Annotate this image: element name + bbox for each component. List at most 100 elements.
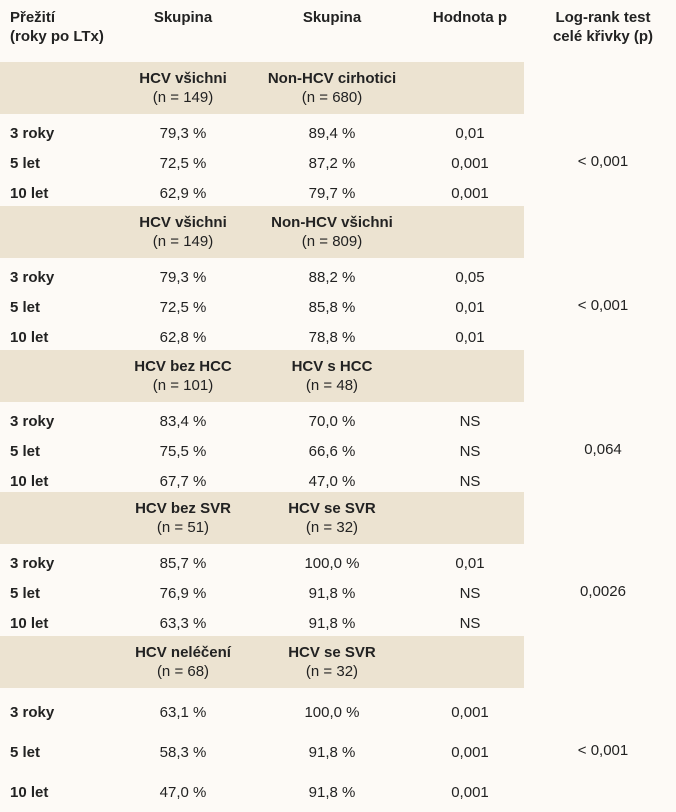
group-1-value: 62,9 % — [159, 184, 207, 202]
table-row: 10 let 62,9 % 79,7 % 0,001 — [0, 178, 676, 208]
table-row: 10 let 47,0 % 91,8 % 0,001 — [0, 772, 676, 812]
logrank-value: < 0,001 — [577, 297, 629, 314]
group-1-name: HCV neléčení — [135, 644, 231, 661]
p-value: NS — [459, 412, 481, 430]
p-value: NS — [459, 584, 481, 602]
group-1-count: (n = 149) — [152, 233, 214, 250]
p-value: 0,05 — [455, 268, 485, 286]
p-value: NS — [459, 472, 481, 490]
group-1-name: HCV bez HCC — [134, 358, 232, 375]
group-2-count: (n = 32) — [305, 663, 359, 680]
table-row: 3 roky 83,4 % 70,0 % NS — [0, 406, 676, 436]
group-1-value: 75,5 % — [159, 442, 207, 460]
p-value: 0,001 — [451, 743, 489, 761]
group-1-count: (n = 149) — [152, 89, 214, 106]
header-logrank: Log-rank test celé křivky (p) — [530, 8, 676, 62]
group-1-count: (n = 68) — [156, 663, 210, 680]
p-value: 0,01 — [455, 298, 485, 316]
table-row: 5 let 72,5 % 87,2 % 0,001 — [0, 148, 676, 178]
group-2-value: 91,8 % — [308, 743, 356, 761]
group-1-value: 47,0 % — [159, 783, 207, 801]
header-survival-line2: (roky po LTx) — [10, 28, 104, 45]
group-1-name: HCV všichni — [139, 214, 227, 231]
group-2-value: 70,0 % — [308, 412, 356, 430]
p-value: NS — [459, 614, 481, 632]
row-label: 10 let — [10, 328, 49, 346]
group-1-cell: HCV bez SVR (n = 51) — [130, 492, 236, 544]
group-2-cell: HCV se SVR (n = 32) — [244, 636, 420, 688]
group-1-value: 62,8 % — [159, 328, 207, 346]
group-2-value: 85,8 % — [308, 298, 356, 316]
group-2-value: 100,0 % — [304, 703, 360, 721]
row-label: 5 let — [10, 298, 41, 316]
group-band — [0, 636, 524, 688]
row-label: 3 roky — [10, 703, 55, 721]
group-1-value: 58,3 % — [159, 743, 207, 761]
group-2-name: HCV se SVR — [288, 500, 376, 517]
group-2-value: 66,6 % — [308, 442, 356, 460]
group-1-count: (n = 51) — [156, 519, 210, 536]
table-row: 10 let 62,8 % 78,8 % 0,01 — [0, 322, 676, 352]
group-2-count: (n = 32) — [305, 519, 359, 536]
group-band — [0, 62, 524, 114]
table-row: 5 let 76,9 % 91,8 % NS — [0, 578, 676, 608]
group-header-row: HCV bez SVR (n = 51) HCV se SVR (n = 32) — [0, 492, 676, 544]
row-label: 3 roky — [10, 554, 55, 572]
header-group-1: Skupina — [153, 9, 213, 26]
group-1-name: HCV všichni — [139, 70, 227, 87]
group-header-row: HCV všichni (n = 149) Non-HCV cirhotici (n… — [0, 62, 676, 114]
group-1-cell: HCV neléčení (n = 68) — [130, 636, 236, 688]
group-1-cell: HCV všichni (n = 149) — [130, 62, 236, 114]
group-1-name: HCV bez SVR — [135, 500, 231, 517]
p-value: NS — [459, 442, 481, 460]
group-2-value: 91,8 % — [308, 584, 356, 602]
group-2-count: (n = 48) — [305, 377, 359, 394]
group-2-cell: Non-HCV cirhotici (n = 680) — [244, 62, 420, 114]
group-1-value: 72,5 % — [159, 154, 207, 172]
group-2-value: 79,7 % — [308, 184, 356, 202]
group-2-count: (n = 680) — [301, 89, 363, 106]
row-label: 10 let — [10, 783, 49, 801]
table-row: 5 let 72,5 % 85,8 % 0,01 — [0, 292, 676, 322]
p-value: 0,001 — [451, 783, 489, 801]
row-label: 5 let — [10, 743, 41, 761]
group-1-value: 63,1 % — [159, 703, 207, 721]
header-p-value: Hodnota p — [432, 9, 508, 26]
group-2-value: 91,8 % — [308, 614, 356, 632]
group-1-value: 85,7 % — [159, 554, 207, 572]
group-header-row: HCV všichni (n = 149) Non-HCV všichni (n =… — [0, 206, 676, 258]
row-label: 5 let — [10, 154, 41, 172]
group-band — [0, 206, 524, 258]
header-logrank-line1: Log-rank test — [555, 9, 651, 26]
group-2-value: 100,0 % — [304, 554, 360, 572]
table-row: 10 let 67,7 % 47,0 % NS — [0, 466, 676, 496]
group-2-value: 88,2 % — [308, 268, 356, 286]
header-survival-line1: Přežití — [10, 9, 56, 26]
group-header-row: HCV bez HCC (n = 101) HCV s HCC (n = 48) — [0, 350, 676, 402]
row-label: 10 let — [10, 184, 49, 202]
header-logrank-line2: celé křivky (p) — [552, 28, 654, 45]
group-2-cell: Non-HCV všichni (n = 809) — [244, 206, 420, 258]
p-value: 0,01 — [455, 554, 485, 572]
p-value: 0,001 — [451, 154, 489, 172]
group-1-cell: HCV bez HCC (n = 101) — [130, 350, 236, 402]
group-2-value: 87,2 % — [308, 154, 356, 172]
row-label: 10 let — [10, 614, 49, 632]
row-label: 3 roky — [10, 268, 55, 286]
group-2-count: (n = 809) — [301, 233, 363, 250]
p-value: 0,01 — [455, 328, 485, 346]
logrank-value: < 0,001 — [577, 742, 629, 759]
group-1-count: (n = 101) — [152, 377, 214, 394]
row-label: 5 let — [10, 442, 41, 460]
group-2-name: Non-HCV všichni — [271, 214, 393, 231]
group-2-value: 78,8 % — [308, 328, 356, 346]
header-survival: Přežití (roky po LTx) — [10, 8, 130, 62]
row-label: 10 let — [10, 472, 49, 490]
p-value: 0,001 — [451, 184, 489, 202]
group-2-value: 89,4 % — [308, 124, 356, 142]
group-1-value: 76,9 % — [159, 584, 207, 602]
group-band — [0, 492, 524, 544]
p-value: 0,01 — [455, 124, 485, 142]
group-2-value: 91,8 % — [308, 783, 356, 801]
